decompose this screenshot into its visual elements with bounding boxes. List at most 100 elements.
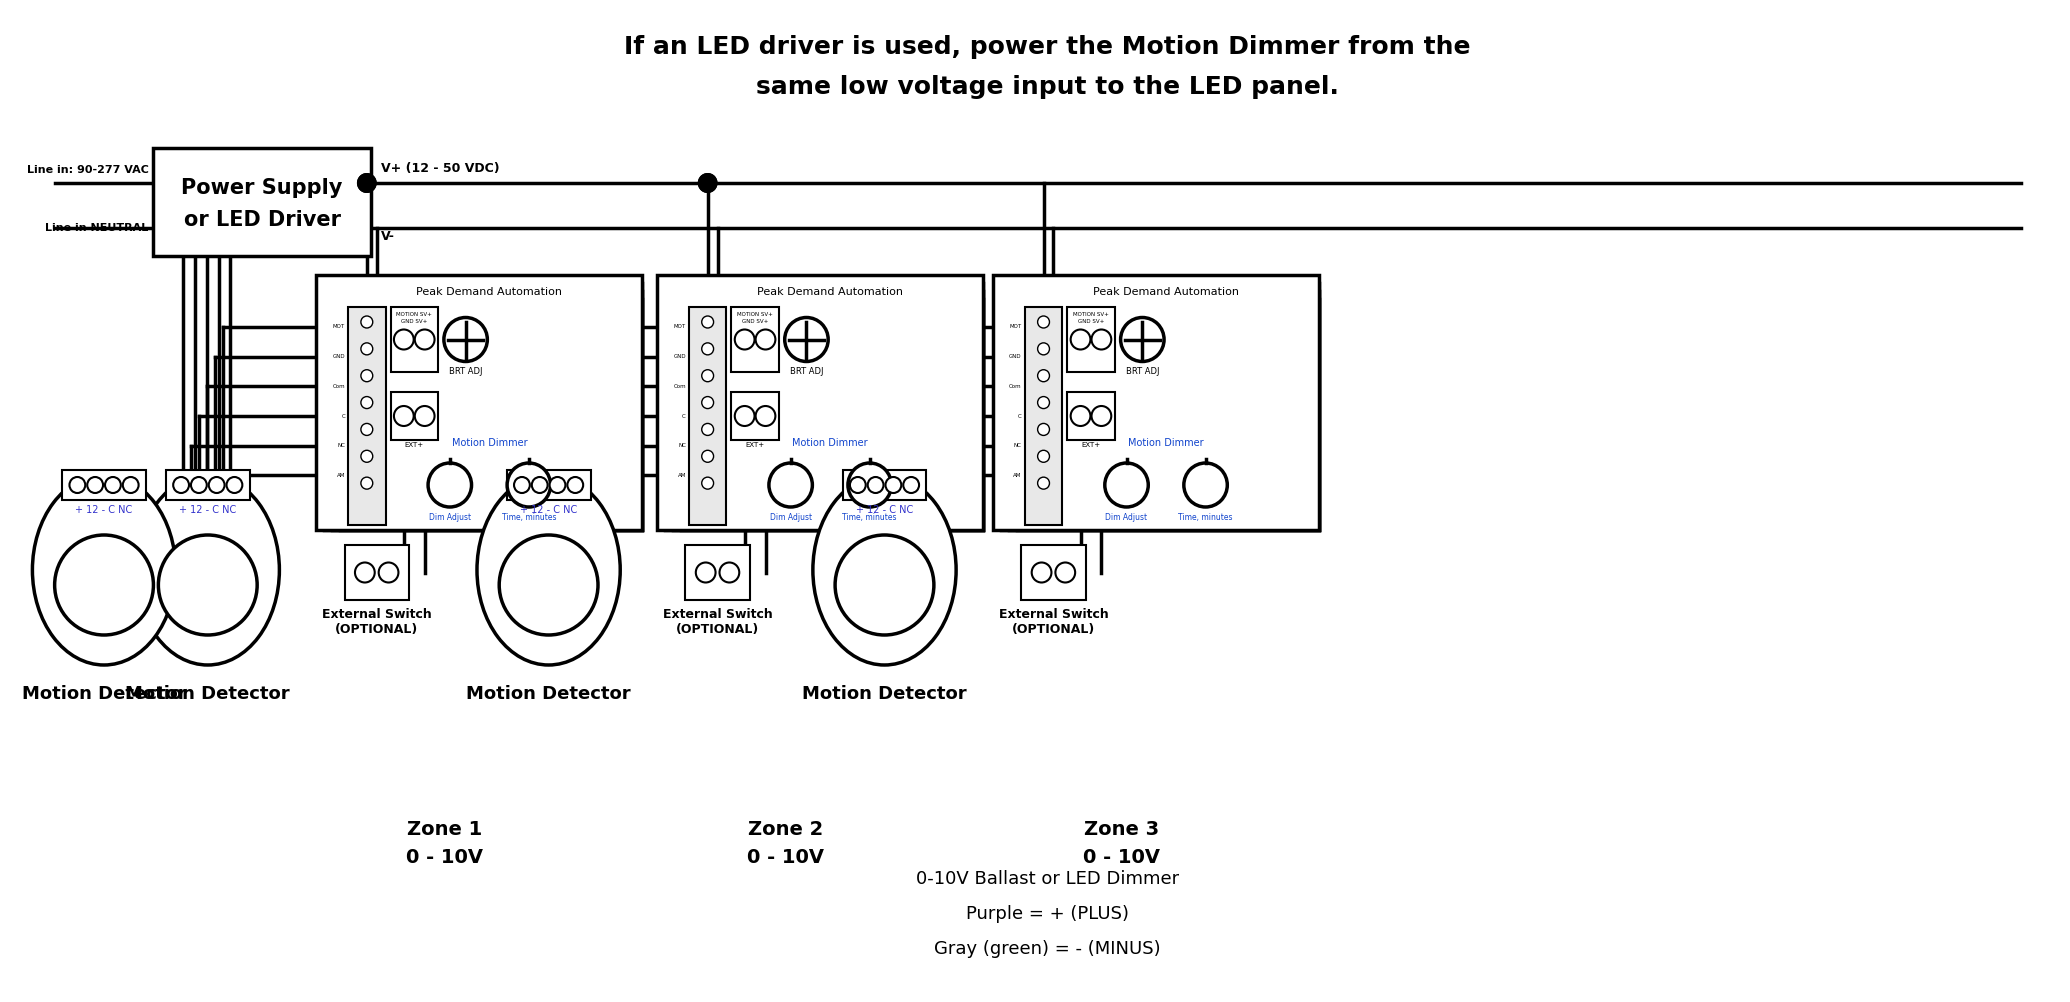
Circle shape [698,173,718,193]
Circle shape [1105,463,1149,507]
Text: Peak Demand Automation: Peak Demand Automation [416,287,563,297]
Text: NC: NC [679,443,685,448]
Bar [333,291,642,530]
Text: V+ (12 - 50 VDC): V+ (12 - 50 VDC) [381,162,499,175]
Text: C: C [342,414,346,419]
Text: MOTION SV+: MOTION SV+ [395,312,433,317]
Circle shape [122,477,139,493]
Circle shape [356,173,377,193]
Text: EXT+: EXT+ [745,442,764,448]
Text: Motion Detector: Motion Detector [126,685,290,703]
Circle shape [190,477,207,493]
Bar [731,307,778,372]
Text: BRT ADJ: BRT ADJ [449,367,482,376]
Bar [507,470,590,500]
Circle shape [87,477,104,493]
Text: or LED Driver: or LED Driver [184,210,342,230]
Bar [166,470,250,500]
Circle shape [1070,330,1091,350]
Text: NC: NC [337,443,346,448]
Text: Dim Adjust: Dim Adjust [428,513,470,522]
Circle shape [702,424,714,436]
Bar [1008,291,1319,530]
Circle shape [735,330,756,350]
Bar [344,545,408,600]
Circle shape [702,397,714,409]
Text: AM: AM [1014,473,1023,478]
Circle shape [379,562,397,582]
Text: External Switch
(OPTIONAL): External Switch (OPTIONAL) [662,608,772,636]
Text: V-: V- [381,230,395,243]
Text: Motion Detector: Motion Detector [803,685,967,703]
Text: MOT: MOT [1010,325,1023,330]
Text: GND SV+: GND SV+ [741,319,768,324]
Circle shape [159,535,257,635]
Circle shape [360,477,373,489]
Circle shape [696,562,716,582]
Circle shape [702,477,714,489]
Text: Power Supply: Power Supply [182,178,344,198]
Circle shape [209,477,224,493]
Circle shape [443,318,486,362]
Text: Dim Adjust: Dim Adjust [770,513,811,522]
Circle shape [1037,424,1049,436]
Circle shape [698,173,718,193]
Circle shape [513,477,530,493]
Text: + 12 - C NC: + 12 - C NC [520,505,578,515]
Circle shape [1031,562,1052,582]
Circle shape [903,477,919,493]
Text: Zone 1: Zone 1 [408,820,482,839]
Text: C: C [683,414,685,419]
Text: Motion Dimmer: Motion Dimmer [1128,438,1205,448]
Text: 0 - 10V: 0 - 10V [1083,848,1159,867]
Circle shape [393,330,414,350]
Circle shape [360,450,373,462]
Circle shape [1037,397,1049,409]
Circle shape [851,477,865,493]
Text: Motion Dimmer: Motion Dimmer [793,438,867,448]
Circle shape [360,397,373,409]
Circle shape [756,406,776,426]
Bar [842,470,927,500]
Circle shape [174,477,188,493]
Circle shape [849,463,892,507]
Text: C: C [1018,414,1023,419]
Circle shape [1120,318,1163,362]
Circle shape [1037,316,1049,328]
Text: MOT: MOT [333,325,346,330]
Text: 0 - 10V: 0 - 10V [747,848,824,867]
Text: GND SV+: GND SV+ [1078,319,1103,324]
Text: + 12 - C NC: + 12 - C NC [855,505,913,515]
Text: If an LED driver is used, power the Motion Dimmer from the: If an LED driver is used, power the Moti… [625,35,1472,59]
Text: Purple = + (PLUS): Purple = + (PLUS) [967,905,1128,923]
Bar [673,291,983,530]
Circle shape [702,370,714,382]
Text: Com: Com [673,384,685,389]
Circle shape [551,477,565,493]
Circle shape [106,477,120,493]
Bar [348,307,385,525]
Text: Com: Com [333,384,346,389]
Text: MOTION SV+: MOTION SV+ [737,312,772,317]
Circle shape [360,370,373,382]
Circle shape [414,330,435,350]
Text: Zone 3: Zone 3 [1085,820,1159,839]
Text: 0-10V Ballast or LED Dimmer: 0-10V Ballast or LED Dimmer [915,870,1180,888]
Text: Com: Com [1010,384,1023,389]
Circle shape [886,477,900,493]
Bar [689,307,727,525]
Bar [664,283,983,530]
Circle shape [360,424,373,436]
Text: Line in: 90-277 VAC: Line in: 90-277 VAC [27,165,149,175]
Text: GND: GND [673,354,685,359]
Bar [317,275,642,530]
Circle shape [226,477,242,493]
Circle shape [735,406,756,426]
Circle shape [393,406,414,426]
Circle shape [356,173,377,193]
Circle shape [70,477,85,493]
Bar [658,275,983,530]
Text: NC: NC [1014,443,1023,448]
Bar [1025,307,1062,525]
Text: Zone 2: Zone 2 [747,820,824,839]
